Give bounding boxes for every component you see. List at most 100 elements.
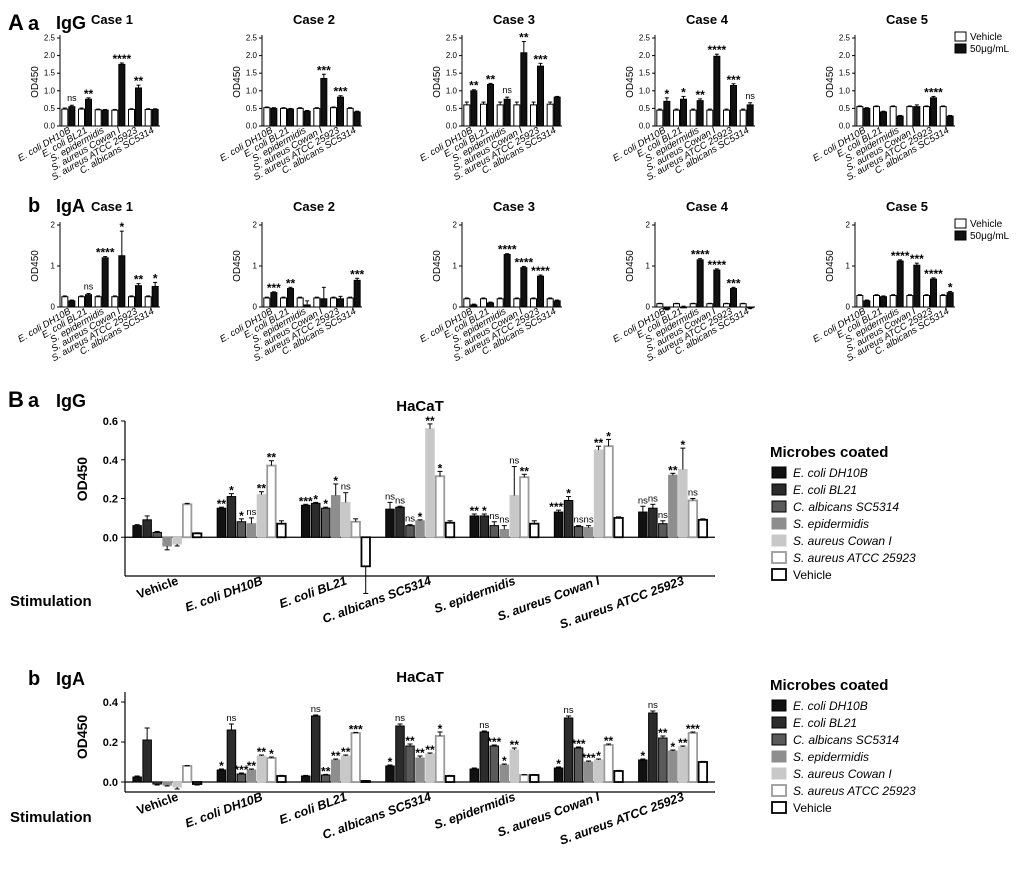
significance-label: *: [681, 85, 686, 99]
significance-label: *: [418, 510, 423, 524]
significance-label: *: [606, 429, 611, 443]
y-tick-label: 1: [646, 262, 651, 271]
row-label-B-IgG: IgG: [56, 391, 86, 411]
legend-swatch: [771, 750, 787, 763]
bar-treated: [696, 259, 704, 308]
legend-swatch: [771, 568, 787, 581]
y-tick-label: 0.4: [103, 697, 119, 709]
significance-label: ns: [564, 705, 574, 716]
y-tick-label: 0.2: [103, 737, 118, 749]
significance-label: ****: [498, 243, 517, 257]
significance-label: ns: [499, 515, 509, 526]
y-tick-label: 2.5: [446, 34, 458, 43]
bar-5-2: [573, 526, 584, 538]
significance-label: **: [510, 738, 520, 752]
y-tick-label: 2.0: [446, 51, 458, 60]
significance-label: *: [388, 755, 393, 769]
significance-label: ***: [333, 85, 347, 99]
significance-label: ****: [112, 52, 131, 66]
panel-label-B: B: [8, 387, 24, 412]
panel-label-B-a: a: [28, 390, 40, 412]
significance-label: **: [257, 482, 267, 496]
significance-label: ns: [479, 720, 489, 731]
legend-swatch: [771, 534, 787, 547]
legend-label: Vehicle: [793, 801, 832, 815]
y-tick-label: 0.5: [639, 104, 651, 113]
bar-1-2: [236, 521, 247, 538]
y-tick-label: 2: [51, 221, 56, 230]
y-tick-label: 1: [51, 262, 56, 271]
bar-5-4: [593, 449, 604, 538]
panel-label-A: A: [8, 10, 24, 35]
bar-4-2: [489, 525, 500, 538]
bar-treated: [135, 285, 142, 308]
bar-6-1: [648, 507, 658, 538]
bar-4-5: [519, 774, 530, 783]
significance-label: ***: [487, 735, 501, 749]
panel-title: Case 5: [886, 199, 928, 214]
bar-treated: [303, 110, 311, 127]
significance-label: ****: [891, 249, 910, 263]
bar-5-1: [563, 499, 574, 538]
legend-label: E. coli BL21: [793, 483, 857, 497]
bar-treated: [337, 298, 344, 308]
y-axis-label: OD450: [432, 250, 443, 282]
bar-5-5: [603, 744, 614, 783]
significance-label: ***: [686, 722, 700, 736]
legend-swatch: [954, 218, 967, 229]
bar-1-4: [256, 755, 267, 783]
significance-label: ***: [350, 267, 364, 281]
legend-swatch: [954, 230, 967, 241]
legend-swatch: [771, 733, 787, 746]
bar-4-5: [519, 476, 530, 539]
significance-label: ns: [509, 456, 519, 467]
bar-treated: [880, 111, 887, 127]
legend-swatch: [954, 43, 967, 54]
bar-treated: [663, 306, 671, 310]
bar-6-0: [638, 511, 648, 538]
significance-label: ***: [726, 276, 740, 290]
bar-treated: [553, 96, 561, 127]
significance-label: **: [678, 736, 688, 750]
bar-vehicle: [513, 104, 521, 127]
bar-0-5: [181, 503, 193, 539]
y-tick-label: 1.0: [246, 86, 258, 95]
bar-2-3: [330, 495, 341, 538]
bar-vehicle: [313, 107, 321, 127]
bar-5-3: [583, 527, 594, 538]
bar-treated: [913, 264, 921, 308]
significance-label: ****: [707, 258, 726, 272]
significance-label: *: [333, 474, 338, 488]
significance-label: **: [217, 497, 227, 511]
bar-vehicle: [656, 109, 664, 127]
panel-title: Case 2: [293, 12, 335, 27]
significance-label: *: [664, 87, 669, 101]
significance-label: ***: [299, 494, 313, 508]
bar-4-1: [479, 515, 490, 538]
significance-label: **: [84, 87, 94, 101]
panel-title: Case 1: [91, 199, 133, 214]
panel-title: Case 3: [493, 12, 535, 27]
panel-title: Case 2: [293, 199, 335, 214]
significance-label: ns: [385, 491, 395, 502]
significance-label: **: [486, 72, 496, 86]
legend-swatch: [771, 466, 787, 479]
bar-6-4: [678, 468, 688, 538]
bar-3-4: [425, 428, 435, 538]
y-tick-label: 0.5: [44, 104, 56, 113]
bar-3-5: [434, 475, 446, 539]
bar-treated: [537, 65, 544, 127]
y-axis-label: OD450: [432, 66, 443, 98]
y-tick-label: 0: [646, 303, 651, 312]
bar-treated: [118, 255, 126, 308]
significance-label: ns: [658, 510, 668, 521]
y-tick-label: 1: [253, 262, 258, 271]
bar-treated: [287, 108, 294, 127]
legend-swatch: [771, 483, 787, 496]
y-tick-label: 2.0: [44, 51, 56, 60]
